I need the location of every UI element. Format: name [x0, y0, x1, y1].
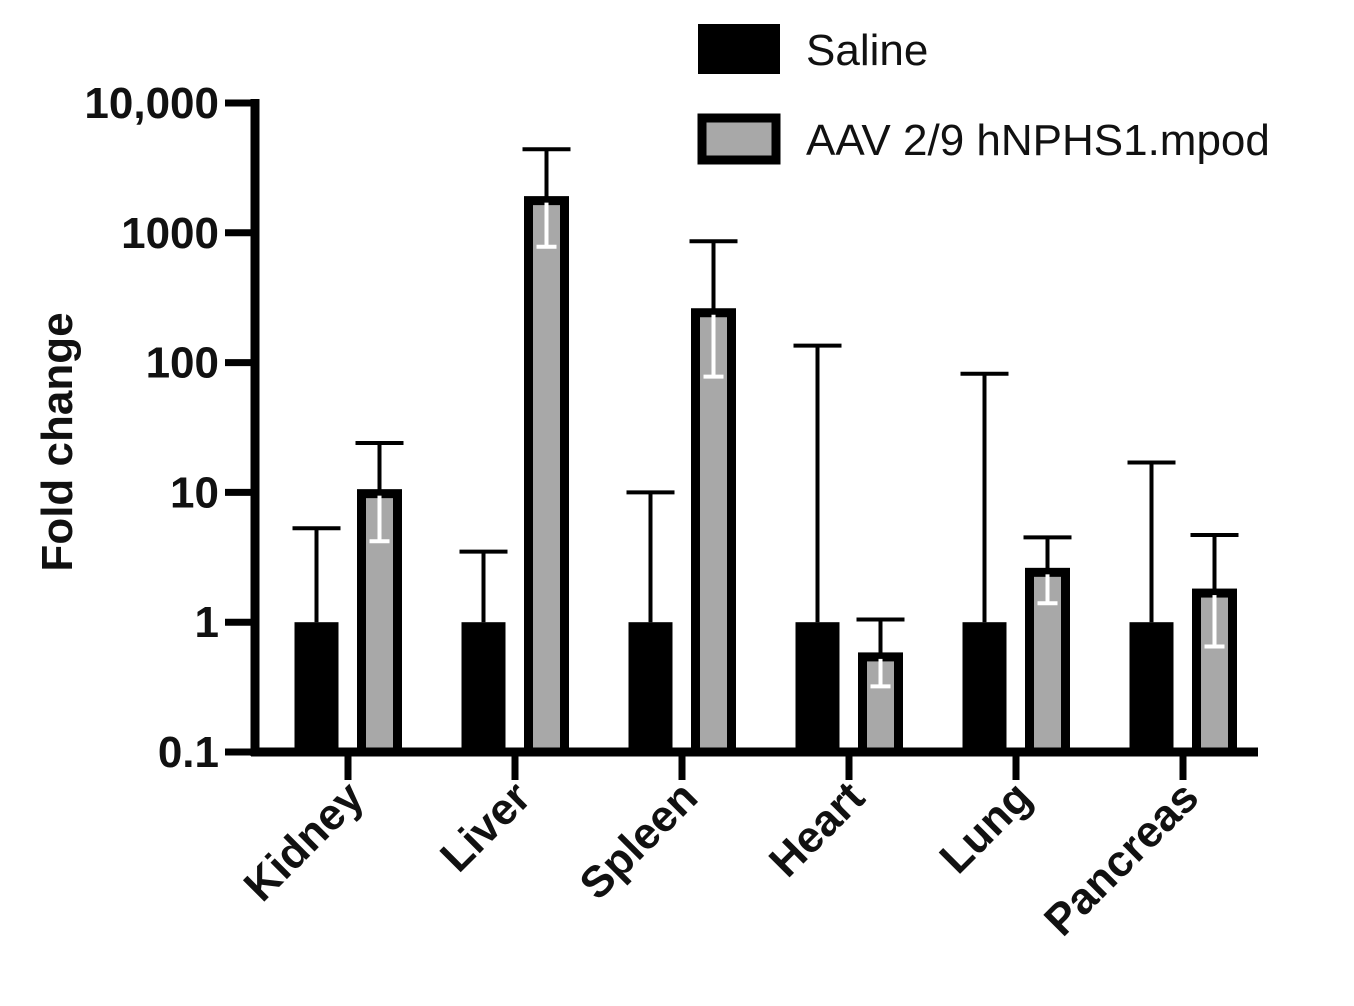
y-tick-label: 10,000: [84, 79, 219, 128]
bar-saline: [628, 622, 673, 752]
legend: Saline AAV 2/9 hNPHS1.mpod: [697, 24, 1270, 165]
bar-saline: [294, 622, 339, 752]
y-tick-label: 10: [170, 468, 219, 517]
y-tick-label: 1000: [121, 209, 219, 258]
bar-saline: [962, 622, 1007, 752]
legend-label: AAV 2/9 hNPHS1.mpod: [806, 116, 1270, 165]
bar-aav: [1025, 567, 1070, 757]
bars: [292, 147, 1239, 757]
y-tick-label: 1: [195, 598, 219, 647]
x-tick-label: Lung: [930, 772, 1041, 883]
bar-aav: [691, 308, 736, 757]
x-tick-label: Heart: [760, 772, 874, 886]
x-tick-label: Kidney: [235, 772, 374, 911]
legend-label: Saline: [806, 26, 928, 75]
y-axis-title: Fold change: [33, 312, 82, 571]
x-tick-label: Spleen: [570, 772, 707, 909]
x-tick-label: Liver: [431, 772, 540, 881]
bar-saline: [461, 622, 506, 752]
bar-aav: [357, 489, 402, 757]
bar-aav: [524, 196, 569, 757]
bar-saline: [1129, 622, 1174, 752]
x-tick-label: Pancreas: [1035, 772, 1208, 945]
y-tick-label: 100: [146, 339, 219, 388]
legend-swatch-saline: [698, 24, 780, 74]
bar-saline: [795, 622, 840, 752]
legend-swatch-aav: [697, 113, 781, 165]
y-axis: 0.1 1 10 100 1000 10,000: [84, 79, 260, 777]
y-tick-label: 0.1: [158, 728, 219, 777]
